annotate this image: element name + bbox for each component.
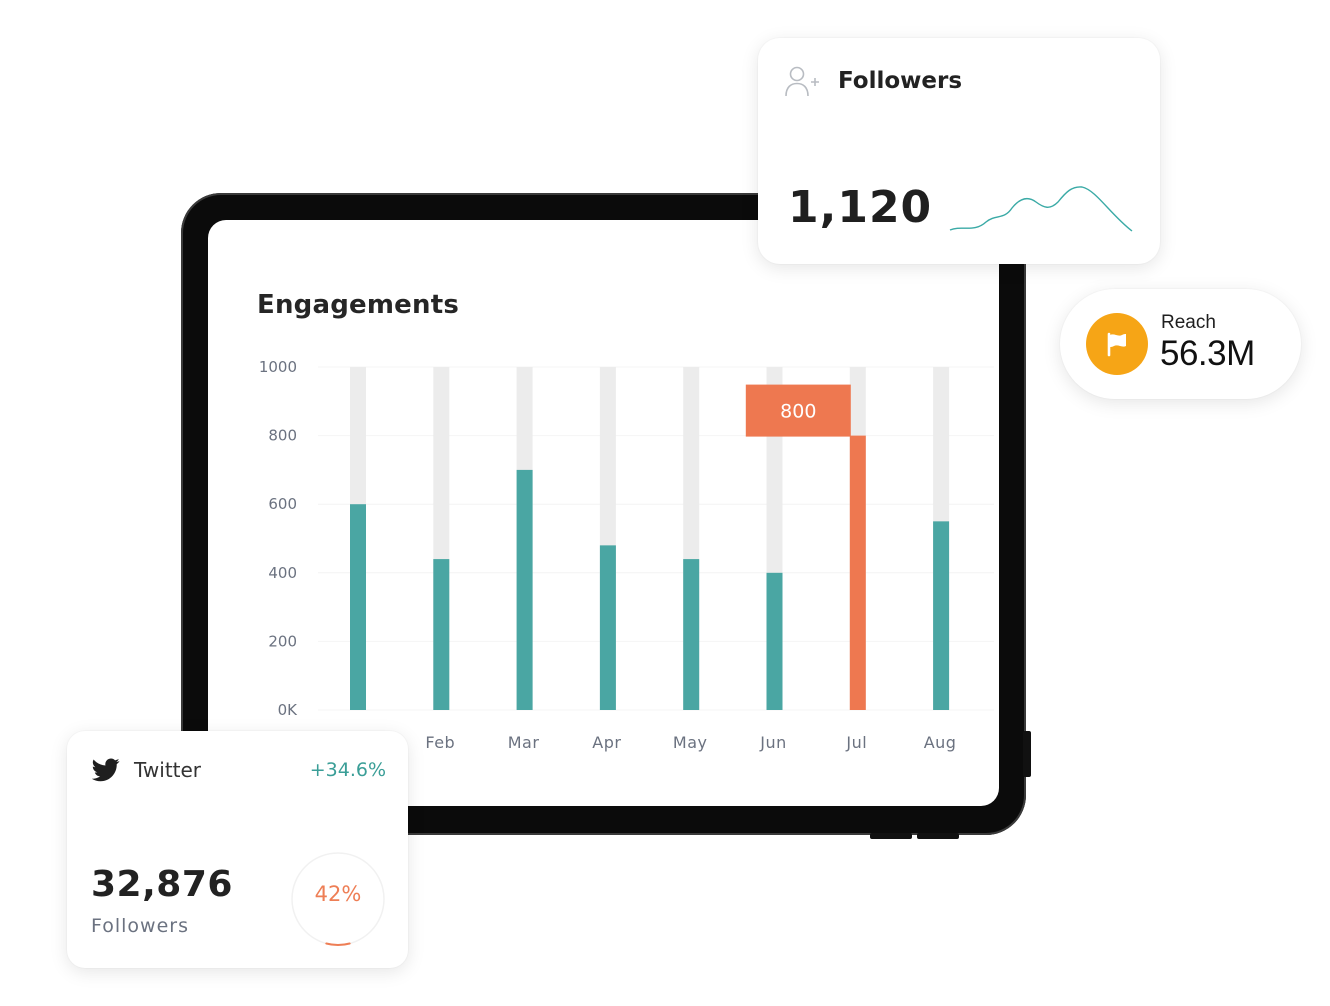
y-tick-label: 200: [268, 632, 297, 650]
tablet-bottom-button-right: [917, 833, 959, 839]
twitter-name: Twitter: [134, 758, 202, 782]
y-tick-label: 400: [268, 564, 297, 582]
flag-icon: [1107, 332, 1126, 357]
followers-sparkline: [949, 186, 1133, 232]
x-tick-label: Aug: [924, 733, 957, 752]
followers-value: 1,120: [788, 182, 933, 233]
twitter-percent: 42%: [314, 882, 362, 906]
tablet-screen: Engagements 0K 200 400 600 800 1000 Feb Mar Apr M…: [208, 220, 999, 806]
reach-label: Reach: [1161, 312, 1216, 333]
x-tick-label: Apr: [592, 733, 621, 752]
bar-jun[interactable]: [766, 572, 783, 710]
chart-tooltip: [745, 384, 851, 437]
reach-badge: [1086, 313, 1148, 375]
bar-jul[interactable]: [849, 435, 866, 710]
x-tick-label: Jul: [845, 733, 867, 752]
tablet-bottom-button-left: [870, 833, 912, 839]
twitter-change: +34.6%: [309, 759, 386, 781]
engagements-chart: 0K 200 400 600 800 1000 Feb Mar Apr May Jun Jul Aug 8…: [259, 358, 994, 752]
x-tick-label: Jun: [759, 733, 787, 752]
twitter-followers-count: 32,876: [91, 864, 233, 905]
bar-aug[interactable]: [933, 521, 950, 710]
tablet-side-button: [1023, 731, 1031, 777]
followers-card[interactable]: Followers 1,120: [758, 38, 1160, 264]
twitter-progress-ring: [291, 852, 385, 946]
twitter-bird-icon: [92, 758, 120, 782]
y-tick-label: 1000: [259, 358, 297, 376]
chart-tooltip-value: 800: [780, 401, 816, 423]
twitter-followers-label: Followers: [91, 915, 189, 937]
x-tick-label: Feb: [425, 733, 455, 752]
y-tick-label: 600: [268, 495, 297, 513]
bar-mar[interactable]: [516, 469, 533, 710]
x-tick-label: May: [673, 733, 708, 752]
engagements-title: Engagements: [257, 290, 460, 320]
twitter-card[interactable]: Twitter +34.6% 32,876 Followers 42%: [67, 731, 408, 968]
bar-jan[interactable]: [350, 504, 366, 710]
reach-value: 56.3M: [1160, 334, 1255, 373]
reach-card[interactable]: Reach 56.3M: [1060, 289, 1301, 399]
followers-title: Followers: [838, 68, 963, 94]
bar-feb[interactable]: [433, 559, 450, 710]
y-tick-label: 800: [268, 427, 297, 445]
x-tick-label: Mar: [508, 733, 540, 752]
bar-apr[interactable]: [599, 545, 616, 710]
add-user-icon: [785, 66, 819, 97]
y-tick-label: 0K: [278, 701, 299, 719]
bar-may[interactable]: [683, 559, 700, 710]
